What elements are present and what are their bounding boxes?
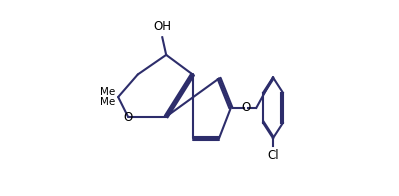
Text: OH: OH <box>153 20 171 33</box>
Text: Me: Me <box>100 97 115 107</box>
Text: O: O <box>241 101 250 114</box>
Text: O: O <box>123 111 132 124</box>
Text: Me: Me <box>100 87 115 97</box>
Text: Cl: Cl <box>267 149 279 162</box>
